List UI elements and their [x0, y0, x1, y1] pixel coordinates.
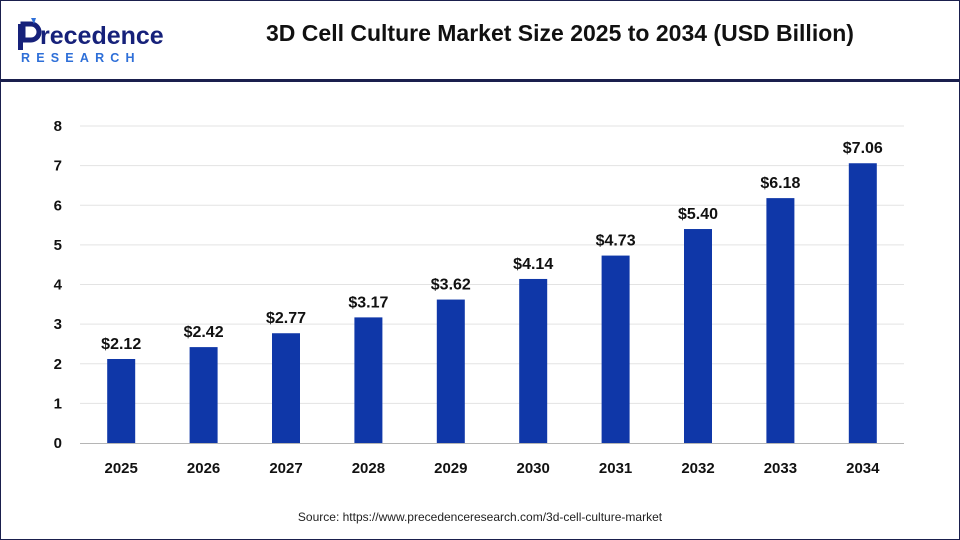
data-label: $3.62 — [431, 277, 471, 294]
data-label: $4.14 — [513, 256, 553, 273]
bar-2029 — [436, 299, 465, 443]
chart-title: 3D Cell Culture Market Size 2025 to 2034… — [266, 20, 854, 46]
data-label: $2.12 — [101, 336, 141, 353]
y-tick-label: 6 — [54, 197, 62, 214]
y-axis-ticks: 0 1 2 3 4 5 6 7 8 — [54, 118, 63, 452]
logo-mark-icon — [18, 18, 42, 50]
x-tick-label: 2034 — [846, 460, 880, 477]
x-tick-label: 2025 — [105, 460, 138, 477]
data-label: $2.42 — [184, 324, 224, 341]
data-label: $2.77 — [266, 310, 306, 327]
y-tick-label: 7 — [54, 158, 62, 175]
bar-2028 — [354, 317, 383, 443]
data-label: $3.17 — [348, 294, 388, 311]
bar-2034 — [848, 163, 877, 443]
x-tick-label: 2032 — [681, 460, 714, 477]
data-labels: $2.12 $2.42 $2.77 $3.17 $3.62 $4.14 $4.73 $5.40… — [101, 140, 883, 353]
bar-2031 — [601, 255, 630, 443]
bar-2025 — [107, 358, 136, 443]
x-tick-label: 2027 — [269, 460, 302, 477]
x-tick-label: 2026 — [187, 460, 220, 477]
source-note: Source: https://www.precedenceresearch.c… — [297, 510, 663, 524]
x-axis-ticks: 2025 2026 2027 2028 2029 2030 2031 2032 2033 2034 — [105, 460, 881, 477]
bar-2030 — [519, 278, 548, 443]
y-tick-label: 5 — [54, 237, 62, 254]
header-divider — [0, 79, 960, 82]
data-label: $6.18 — [760, 175, 800, 192]
data-label: $5.40 — [678, 206, 718, 223]
x-tick-label: 2030 — [517, 460, 550, 477]
x-tick-label: 2033 — [764, 460, 797, 477]
x-tick-label: 2031 — [599, 460, 632, 477]
x-tick-label: 2028 — [352, 460, 385, 477]
y-tick-label: 3 — [54, 316, 62, 333]
bar-2026 — [189, 347, 218, 443]
bar-2027 — [272, 333, 300, 443]
brand-name: recedence — [40, 22, 164, 50]
y-tick-label: 1 — [54, 395, 62, 412]
bar-2032 — [684, 229, 712, 443]
data-label: $7.06 — [843, 140, 883, 157]
brand-subname: RESEARCH — [21, 51, 141, 65]
header — [1, 1, 959, 79]
x-tick-label: 2029 — [434, 460, 467, 477]
data-label: $4.73 — [596, 233, 636, 250]
y-tick-label: 2 — [54, 356, 62, 373]
bar-2033 — [766, 198, 795, 443]
bars — [107, 163, 877, 443]
brand-logo: recedence RESEARCH — [18, 18, 164, 65]
y-tick-label: 0 — [54, 435, 62, 452]
y-tick-label: 8 — [54, 118, 62, 135]
y-tick-label: 4 — [54, 277, 63, 294]
